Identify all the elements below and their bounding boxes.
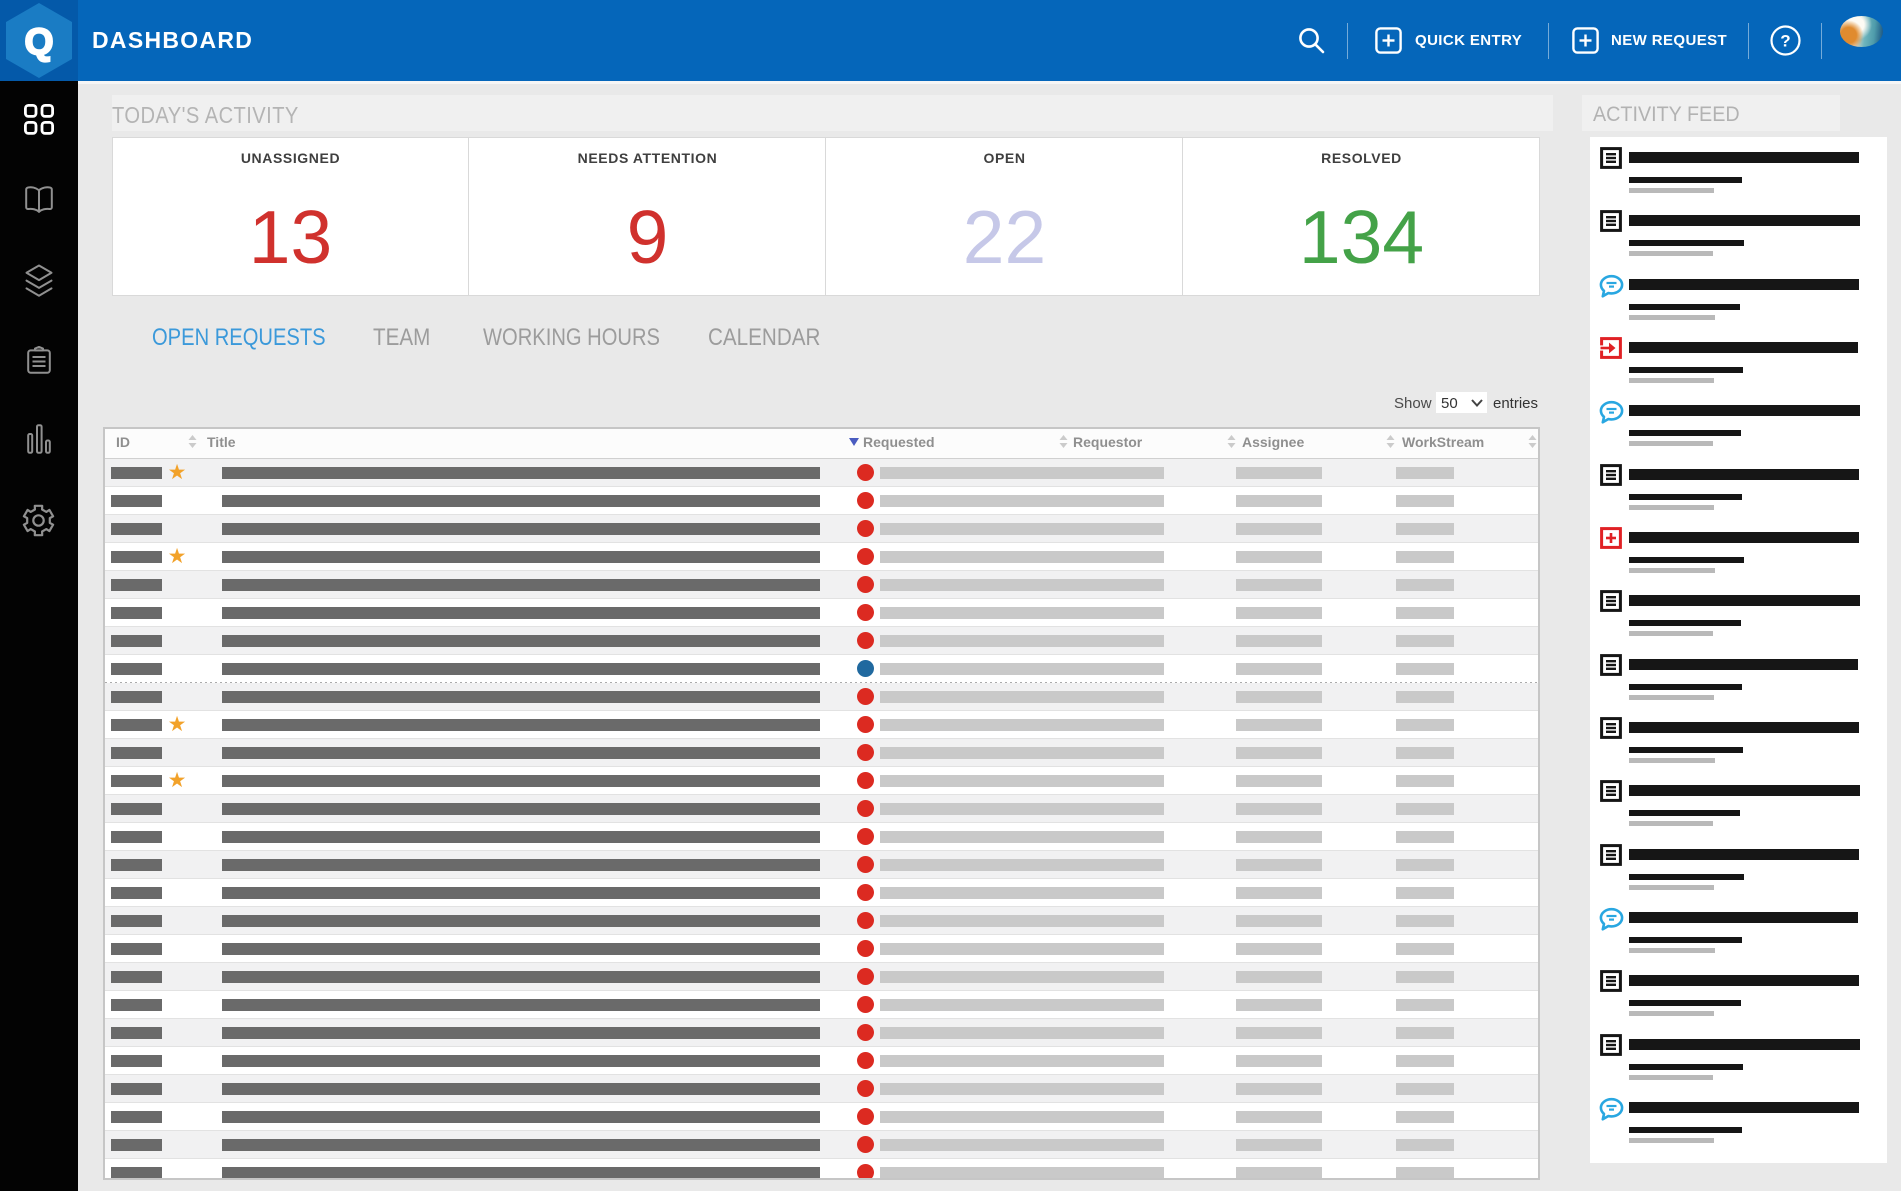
- svg-text:?: ?: [1780, 32, 1790, 51]
- svg-text:Q: Q: [25, 21, 54, 62]
